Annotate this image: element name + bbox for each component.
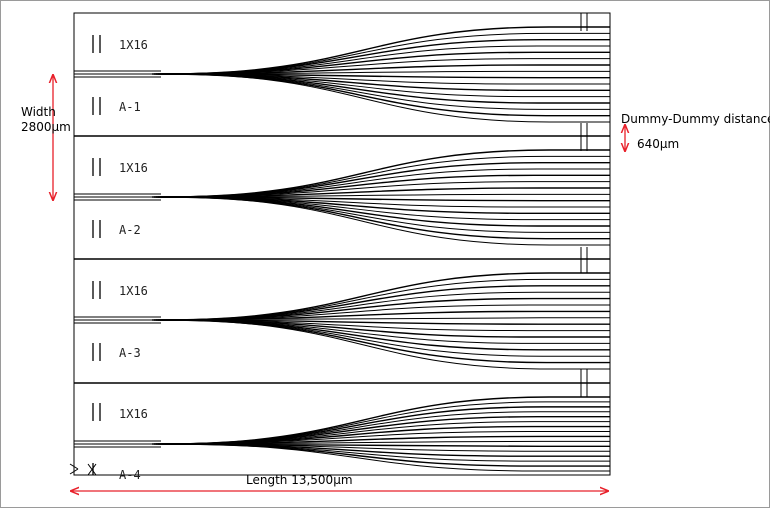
output-waveguide (165, 272, 610, 321)
dummy-waveguides (580, 13, 588, 397)
output-waveguide (165, 149, 610, 198)
output-waveguide (151, 435, 610, 445)
output-waveguide (165, 196, 610, 246)
width-value: 2800μm (21, 120, 71, 134)
width-title: Width (21, 105, 56, 119)
alignment-mark (92, 97, 101, 115)
waveguide-fanouts (74, 26, 610, 472)
alignment-mark (92, 158, 101, 176)
output-waveguide (163, 443, 610, 467)
dummy-distance-dimension: Dummy-Dummy distance 640μm (621, 112, 770, 151)
chip-a4: 1X16 A-4 (69, 403, 148, 482)
chip-id-label: A-2 (119, 223, 141, 237)
chip-id-label: A-1 (119, 100, 141, 114)
output-waveguide (165, 73, 610, 123)
chip-type-label: 1X16 (119, 284, 148, 298)
output-waveguide (165, 26, 610, 75)
dicing-mark (69, 463, 97, 476)
alignment-mark (92, 220, 101, 238)
chip-type-label: 1X16 (119, 161, 148, 175)
output-waveguide (165, 443, 610, 472)
output-waveguide (165, 319, 610, 370)
alignment-mark (92, 35, 101, 53)
dummy-distance-value: 640μm (637, 137, 679, 151)
chip-dividers (74, 135, 610, 384)
layout-outline (73, 12, 611, 476)
alignment-mark (92, 343, 101, 361)
chip-type-label: 1X16 (119, 407, 148, 421)
length-label: Length 13,500μm (246, 473, 353, 487)
length-dimension: Length 13,500μm (71, 473, 608, 491)
alignment-mark (92, 281, 101, 299)
chip-id-label: A-3 (119, 346, 141, 360)
chip-a1: 1X16 A-1 (92, 35, 148, 115)
chip-a2: 1X16 A-2 (92, 158, 148, 238)
chip-type-label: 1X16 (119, 38, 148, 52)
chip-a3: 1X16 A-3 (92, 281, 148, 361)
dummy-distance-title: Dummy-Dummy distance (621, 112, 770, 126)
chip-id-label: A-4 (119, 468, 141, 482)
width-dimension: Width 2800μm (21, 75, 71, 200)
alignment-mark (92, 403, 101, 421)
